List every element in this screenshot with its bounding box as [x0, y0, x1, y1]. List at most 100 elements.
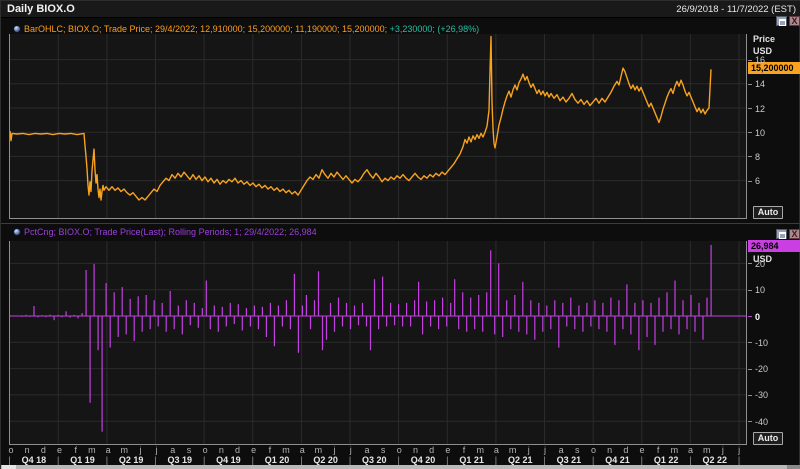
month-label: n	[412, 445, 419, 455]
quarter-separator: |	[300, 455, 303, 465]
month-label: n	[24, 445, 30, 455]
month-label: d	[429, 445, 435, 455]
quarter-separator: |	[105, 455, 109, 465]
month-label: n	[218, 445, 224, 455]
month-label: j	[155, 445, 158, 455]
quarter-separator: |	[397, 455, 400, 465]
month-label: f	[268, 445, 272, 455]
axis-title: Price	[753, 34, 776, 44]
month-label: e	[639, 445, 645, 455]
month-label: d	[623, 445, 629, 455]
month-label: s	[575, 445, 580, 455]
y-tick-label: -20	[755, 364, 769, 375]
month-label: j	[738, 445, 741, 455]
series-object-icon	[13, 25, 21, 33]
month-label: m	[702, 445, 711, 455]
date-range-label: 26/9/2018 - 11/7/2022 (EST)	[676, 4, 796, 15]
y-tick-label: 6	[755, 176, 761, 187]
y-tick-dash	[748, 316, 752, 317]
month-label: o	[8, 445, 14, 455]
y-tick-dash	[748, 156, 752, 158]
y-tick-label: 8	[755, 151, 761, 162]
quarter-separator: |	[8, 455, 11, 465]
month-label: d	[235, 445, 241, 455]
quarter-separator: |	[251, 455, 254, 465]
y-tick-dash	[748, 132, 752, 134]
pctcng-chart-plot[interactable]	[9, 241, 747, 445]
month-label: a	[688, 445, 694, 455]
price-axis[interactable]: Price USD 15,200000 Auto 16 14 12 10 8 6	[748, 18, 800, 223]
quarter-label: Q1 21	[459, 455, 484, 465]
y-tick-dash	[748, 394, 752, 396]
month-label: a	[364, 445, 370, 455]
month-label: d	[40, 445, 46, 455]
x-axis-quarters: | | | | | | | | | | | | | | | | Q4 18 Q1 19 Q2 19 Q3 19 Q4 1…	[1, 455, 747, 466]
month-label: n	[607, 445, 613, 455]
month-label: m	[282, 445, 290, 455]
horizontal-scrollbar[interactable]	[1, 465, 800, 469]
quarter-label: Q4 18	[21, 455, 47, 465]
y-tick-dash	[748, 108, 752, 109]
month-label: m	[670, 445, 679, 455]
axis-unit: USD	[753, 46, 773, 56]
price-chart-plot[interactable]	[9, 34, 747, 219]
month-label: f	[462, 445, 466, 455]
price-auto-scale-button[interactable]: Auto	[753, 206, 783, 219]
quarter-label: Q1 19	[70, 455, 95, 465]
month-label: a	[105, 445, 111, 455]
month-label: j	[333, 445, 336, 455]
y-tick-label: 0	[755, 311, 761, 322]
restore-window-icon[interactable]	[776, 16, 787, 26]
price-legend-text: BarOHLC; BIOX.O; Trade Price; 29/4/2022;…	[24, 24, 388, 34]
pct-auto-scale-button[interactable]: Auto	[753, 432, 783, 445]
quarter-label: Q4 21	[605, 455, 630, 465]
quarter-label: Q2 20	[313, 455, 338, 465]
month-label: s	[186, 445, 192, 455]
quarter-separator: |	[446, 455, 449, 465]
month-label: m	[88, 445, 96, 455]
month-label: o	[202, 445, 208, 455]
scrollbar-left-cap[interactable]	[2, 465, 16, 469]
quarter-separator: |	[348, 455, 352, 465]
month-label: a	[170, 445, 176, 455]
last-pct-badge: 26,984	[748, 240, 800, 252]
quarter-separator: |	[57, 455, 60, 465]
y-tick-dash	[748, 263, 752, 265]
pctcng-axis[interactable]: 26,984 USD Auto 20 10 0 -10 -20 -30 -40	[748, 225, 800, 445]
y-tick-label: -40	[755, 416, 769, 427]
month-label: m	[476, 445, 484, 455]
price-series-legend[interactable]: BarOHLC; BIOX.O; Trade Price; 29/4/2022;…	[13, 24, 479, 35]
y-tick-label: 14	[755, 79, 766, 90]
month-label: j	[721, 445, 724, 455]
titlebar[interactable]: Daily BIOX.O 26/9/2018 - 11/7/2022 (EST)	[1, 1, 800, 18]
quarter-separator: |	[494, 455, 498, 465]
month-label: f	[74, 445, 77, 455]
quarter-separator: |	[640, 455, 643, 465]
month-label: m	[314, 445, 323, 455]
restore-window-icon[interactable]	[776, 229, 787, 239]
y-tick-label: 16	[755, 55, 766, 66]
quarter-label: Q2 19	[118, 455, 144, 465]
month-label: a	[493, 445, 499, 455]
y-tick-label: -30	[755, 390, 769, 401]
scrollbar-arrows[interactable]	[787, 465, 800, 469]
quarter-separator: |	[543, 455, 546, 465]
month-label: o	[590, 445, 596, 455]
y-tick-dash	[748, 342, 752, 344]
y-tick-dash	[748, 421, 752, 423]
panel2-window-buttons: X	[776, 229, 800, 239]
y-tick-dash	[748, 83, 752, 85]
quarter-label: Q1 20	[264, 455, 290, 465]
pctcng-series-legend[interactable]: PctCng; BIOX.O; Trade Price(Last); Rolli…	[13, 227, 317, 238]
month-label: a	[558, 445, 564, 455]
quarter-label: Q3 19	[167, 455, 193, 465]
y-tick-dash	[748, 59, 752, 61]
quarter-label: Q3 21	[556, 455, 582, 465]
month-label: e	[445, 445, 451, 455]
month-label: j	[349, 445, 352, 455]
price-change-text: +3,230000; (+26,98%)	[387, 24, 480, 34]
quarter-label: Q1 22	[653, 455, 679, 465]
month-label: e	[251, 445, 257, 455]
month-label: s	[380, 445, 386, 455]
